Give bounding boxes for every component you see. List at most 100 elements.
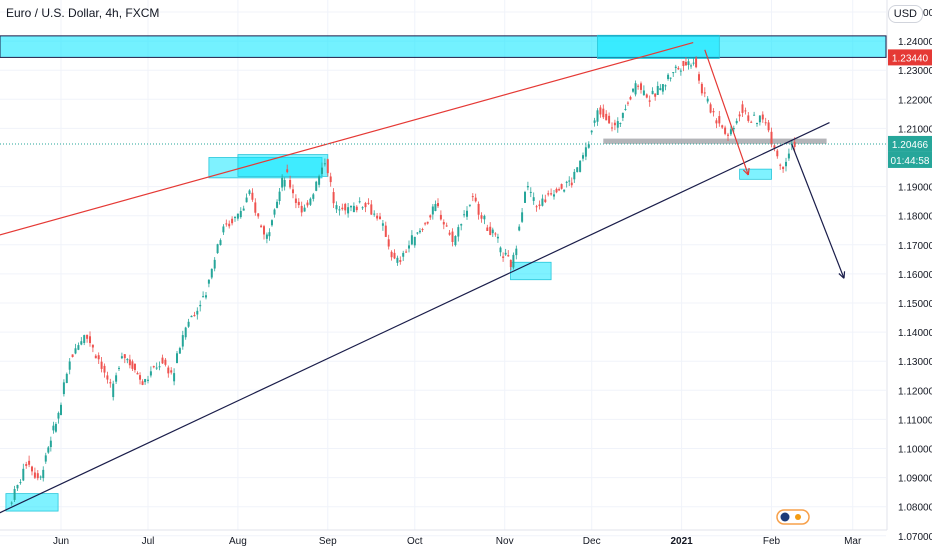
candle-body	[387, 239, 390, 247]
red-trendline	[0, 41, 694, 236]
price-tick-label: 1.17000	[898, 241, 932, 252]
candle-body	[613, 122, 616, 126]
candle-body	[100, 361, 103, 369]
candle-body	[413, 236, 416, 246]
price-tick-label: 1.11000	[898, 415, 932, 426]
candle-body	[434, 204, 437, 211]
support-zone	[510, 261, 552, 281]
candle-body	[732, 127, 735, 130]
candle-body	[721, 125, 724, 128]
candle-body	[747, 115, 750, 121]
candle-body	[115, 375, 118, 382]
candle-body	[593, 120, 596, 123]
candle-body	[718, 116, 721, 124]
candle-body	[563, 189, 566, 192]
last-price-badge: 1.20466	[892, 140, 929, 151]
candle-body	[167, 367, 170, 374]
candle-body	[429, 215, 432, 218]
candle-body	[753, 114, 756, 116]
candle-body	[471, 196, 474, 198]
candle-body	[738, 114, 741, 117]
resistance-price-badge-bg	[888, 49, 932, 66]
candle-body	[222, 226, 225, 233]
candle-body	[629, 97, 632, 100]
candle-body	[405, 251, 408, 253]
price-badges: 1.23440 1.20466 01:44:58	[888, 49, 932, 168]
candle-body	[499, 247, 502, 253]
candle-body	[210, 268, 213, 278]
candle-body	[239, 210, 242, 218]
countdown-badge: 01:44:58	[891, 156, 930, 167]
countdown-badge-bg	[888, 151, 932, 168]
candle-body	[779, 164, 782, 166]
candle-body	[202, 296, 205, 298]
price-axis: 1.250001.240001.230001.220001.210001.190…	[898, 8, 932, 543]
price-tick-label: 1.13000	[898, 357, 932, 368]
candle-body	[491, 229, 494, 234]
candle-body	[149, 371, 152, 376]
candle-body	[664, 85, 667, 87]
candle-body	[89, 336, 91, 344]
candle-body	[648, 100, 651, 102]
time-tick-label: Sep	[319, 536, 337, 547]
candle-body	[94, 355, 97, 359]
candle-body	[396, 257, 399, 263]
candle-body	[489, 226, 492, 235]
candle-body	[555, 188, 558, 193]
candle-body	[344, 203, 347, 211]
candle-body	[656, 86, 659, 95]
candle-body	[573, 171, 576, 180]
candle-body	[47, 447, 50, 453]
candle-body	[494, 233, 497, 235]
candle-body	[621, 112, 624, 118]
price-tick-label: 1.16000	[898, 270, 932, 281]
candle-body	[624, 108, 627, 110]
candle-body	[393, 252, 396, 259]
support-zone	[739, 168, 772, 180]
candle-body	[103, 365, 106, 373]
candle-body	[785, 161, 787, 167]
candle-body	[457, 227, 460, 237]
candle-body	[642, 90, 645, 96]
candle-body	[700, 83, 703, 94]
projection-arrow-head	[843, 271, 846, 279]
candle-body	[373, 213, 376, 215]
candle-body	[538, 204, 541, 207]
horizontal-zone	[603, 138, 827, 144]
candle-body	[278, 191, 281, 202]
candle-body	[684, 61, 687, 66]
candle-body	[474, 197, 477, 202]
candle-body	[381, 223, 384, 226]
candle-body	[294, 198, 297, 203]
candle-body	[323, 163, 326, 165]
candle-body	[767, 122, 770, 131]
price-tick-label: 1.08000	[898, 503, 932, 514]
candle-body	[727, 134, 729, 136]
candle-body	[496, 236, 499, 239]
candle-body	[126, 359, 129, 361]
candle-body	[97, 355, 100, 360]
candle-body	[632, 88, 635, 92]
time-tick-label: Dec	[583, 536, 601, 547]
candle-body	[176, 353, 178, 363]
candle-body	[504, 252, 507, 255]
candle-body	[161, 357, 164, 364]
currency-button[interactable]: USD	[887, 5, 923, 23]
candle-body	[367, 202, 370, 204]
candle-body	[640, 83, 642, 90]
candle-body	[616, 121, 619, 128]
candle-body	[512, 254, 515, 268]
candle-body	[518, 226, 521, 231]
candle-body	[152, 366, 155, 368]
candle-body	[205, 295, 207, 298]
symbol-title[interactable]: Euro / U.S. Dollar, 4h, FXCM	[6, 6, 160, 20]
candle-body	[341, 207, 344, 210]
candle-body	[477, 203, 480, 215]
candle-body	[335, 205, 338, 210]
candle-body	[184, 327, 187, 338]
candle-body	[509, 260, 512, 268]
candle-body	[410, 235, 413, 245]
candle-body	[170, 370, 173, 373]
candle-body	[133, 363, 136, 371]
